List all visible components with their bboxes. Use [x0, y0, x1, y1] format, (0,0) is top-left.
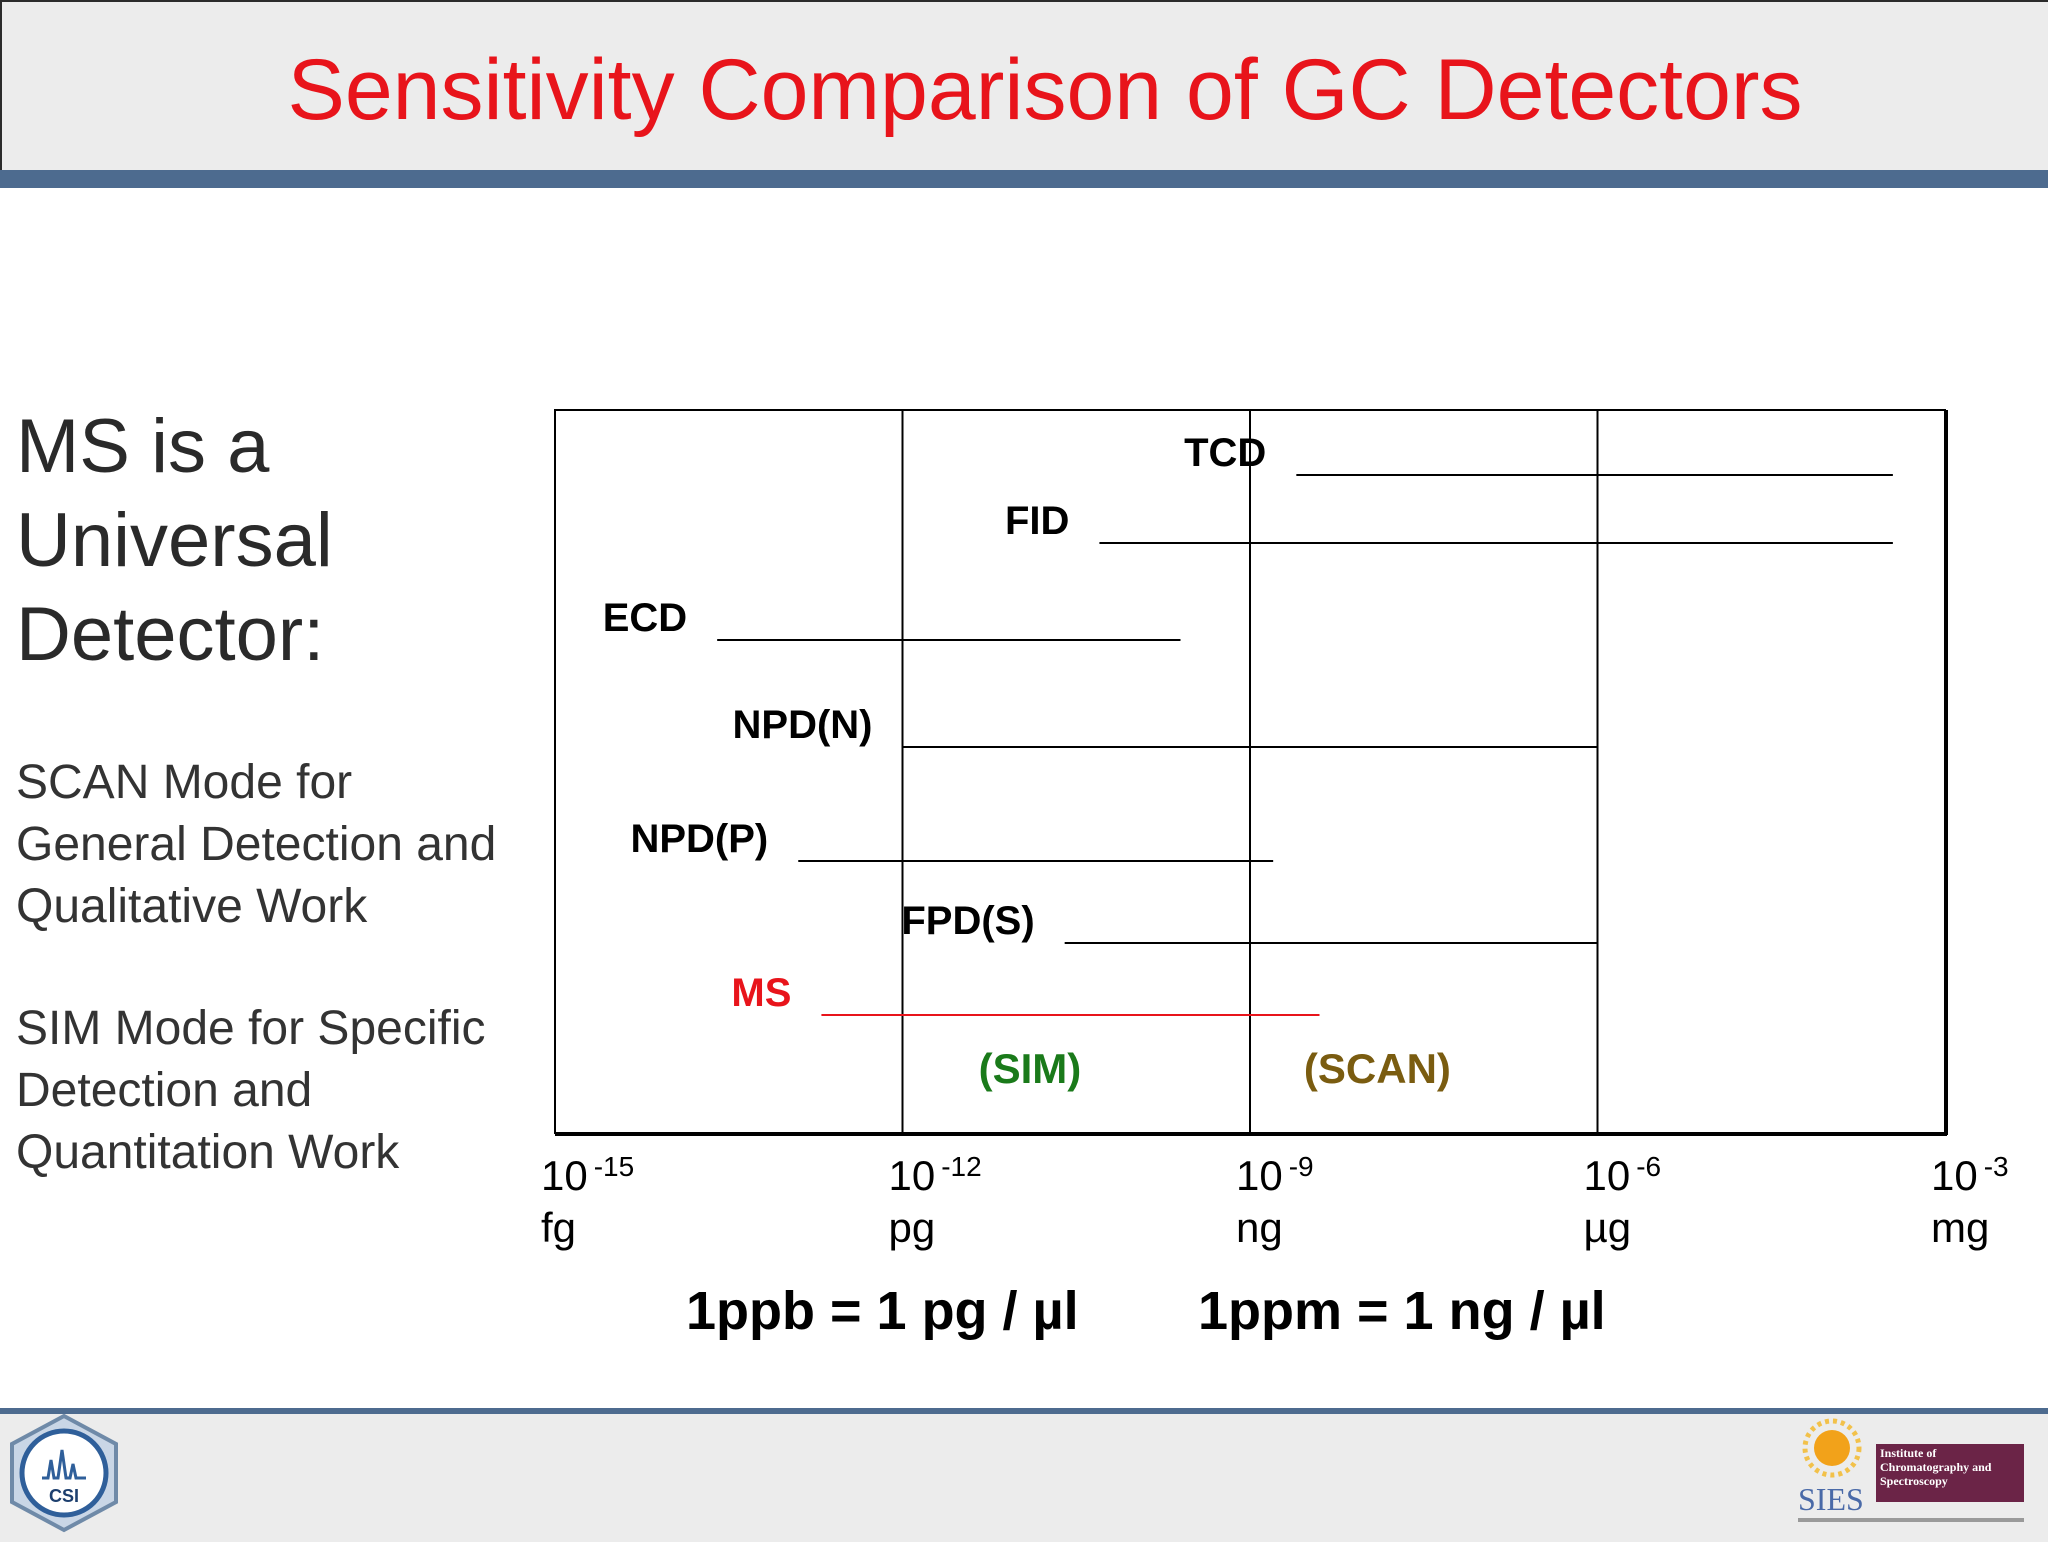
x-tick-unit: pg [889, 1204, 936, 1251]
detector-label: NPD(P) [630, 817, 768, 861]
x-tick-unit: mg [1931, 1204, 1989, 1251]
slide-title: Sensitivity Comparison of GC Detectors [287, 42, 1803, 138]
detector-label: NPD(N) [733, 703, 873, 747]
detector-label: ECD [603, 596, 687, 640]
sim-mode-text: SIM Mode for Specific Detection and Quan… [16, 1002, 486, 1179]
institute-badge [1876, 1444, 2024, 1502]
ppm-equation: 1ppm = 1 ng / µl [1198, 1281, 1606, 1341]
detector-label: FID [1005, 499, 1069, 543]
footer-bar [0, 1408, 2048, 1542]
csi-logo-text: CSI [49, 1486, 79, 1506]
sensitivity-chart: TCD FID ECD NPD(N) NPD(P) FPD(S) MS (SIM) (SCAN)… [541, 409, 2009, 1251]
title-banner [0, 0, 2048, 170]
detector-label: TCD [1184, 431, 1266, 475]
mode-annotation: (SIM) [979, 1045, 1082, 1092]
x-tick-unit: ng [1236, 1204, 1283, 1251]
x-tick-label: 10 -6 [1584, 1151, 1662, 1199]
detector-label: FPD(S) [901, 899, 1034, 943]
sun-icon [1802, 1418, 1862, 1478]
csi-logo: CSI [10, 1413, 118, 1533]
x-tick-label: 10 -9 [1236, 1151, 1314, 1199]
institute-text: Institute of Chromatography and Spectros… [1880, 1446, 1992, 1488]
sies-logo-text: SIES [1798, 1481, 1864, 1517]
x-tick-label: 10 -15 [541, 1151, 634, 1199]
mode-annotation: (SCAN) [1304, 1045, 1451, 1092]
x-tick-label: 10 -12 [889, 1151, 982, 1199]
ppb-equation: 1ppb = 1 pg / µl [686, 1281, 1079, 1341]
scan-mode-text: SCAN Mode for General Detection and Qual… [16, 756, 497, 933]
title-divider [0, 170, 2048, 188]
sies-logo: SIES Institute of Chromatography and Spe… [1798, 1418, 2024, 1522]
x-tick-unit: µg [1584, 1204, 1632, 1251]
x-tick-unit: fg [541, 1204, 576, 1251]
detector-label: MS [731, 971, 791, 1015]
x-tick-label: 10 -3 [1931, 1151, 2009, 1199]
ms-heading: MS is a Universal Detector: [16, 404, 333, 677]
